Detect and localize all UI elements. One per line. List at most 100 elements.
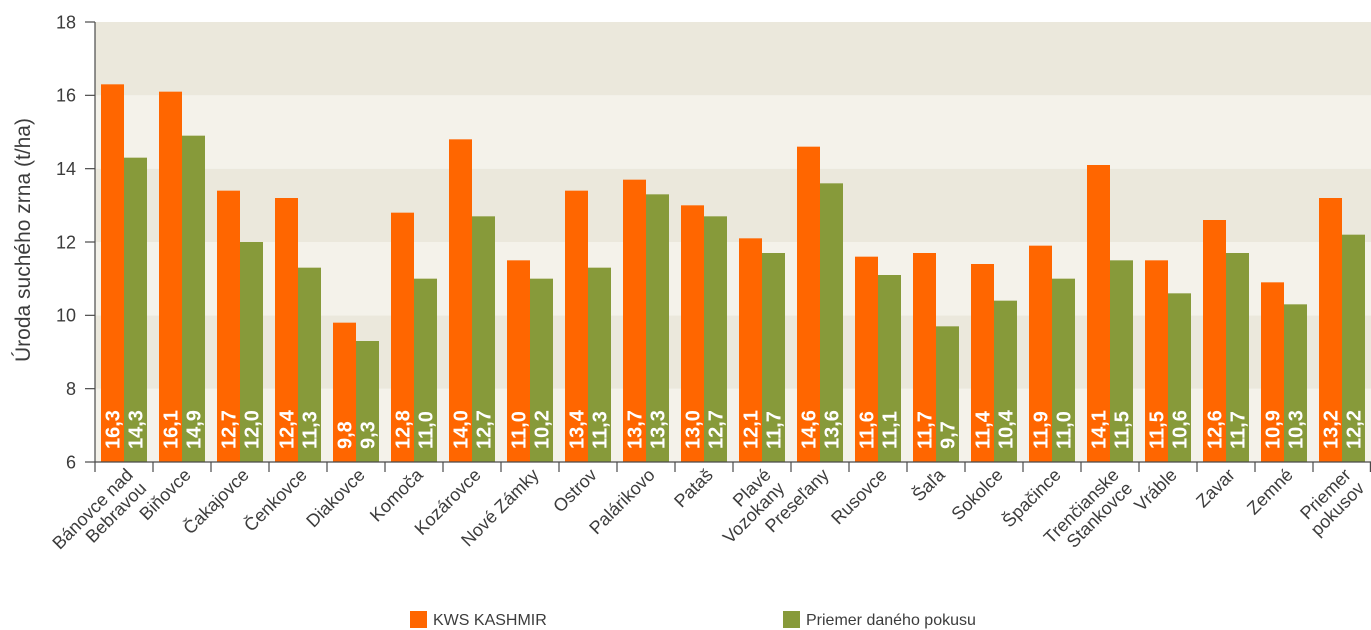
data-label: 11,7 [915, 411, 937, 449]
x-tick-label-line: Ostrov [549, 465, 601, 517]
kws-kashmir-bar [1087, 165, 1110, 462]
data-labels: 16,3 16,1 12,7 12,4 9,8 12,8 14,0 11,0 13,4 13,7 1… [103, 409, 1366, 449]
kws-kashmir-bar [507, 260, 530, 462]
x-tick-label-line: Sokolce [947, 465, 1006, 524]
kws-kashmir-bar [623, 179, 646, 462]
y-tick-label: 10 [56, 306, 76, 326]
data-label: 11,9 [1031, 411, 1053, 449]
priemer-daneho-pokusu-bar [124, 157, 147, 462]
x-tick-label: Ostrov [549, 465, 601, 517]
kws-kashmir-bar [855, 256, 878, 462]
kws-kashmir-bar [797, 146, 820, 462]
data-label: 10,9 [1263, 410, 1285, 449]
legend-swatch [410, 611, 427, 628]
y-tick-label: 16 [56, 86, 76, 106]
kws-kashmir-bar [1319, 198, 1342, 462]
y-tick-label: 6 [66, 452, 76, 472]
x-tick-label-group: Zemné [1243, 465, 1297, 519]
priemer-daneho-pokusu-bar [936, 326, 959, 462]
x-tick-label-group: Diakovce [302, 465, 368, 531]
kws-kashmir-bar [1203, 220, 1226, 462]
data-label: 13,7 [625, 410, 647, 449]
x-tick-label: Čenkovce [239, 464, 310, 535]
y-axis-title: Úroda suchého zrna (t/ha) [12, 118, 35, 362]
data-label: 13,2 [1321, 410, 1343, 449]
x-tick-label: Diakovce [302, 465, 368, 531]
x-tick-label-group: Bánovce nadBebravou [48, 465, 150, 553]
x-tick-label-group: Ostrov [549, 465, 601, 517]
x-tick-label-line: Pataš [670, 465, 717, 512]
data-label: 11,4 [973, 410, 995, 449]
kws-kashmir-bar [101, 84, 124, 462]
data-label: 10,3 [1286, 410, 1308, 449]
data-label: 11,6 [857, 411, 879, 449]
kws-kashmir-bar [739, 238, 762, 462]
data-label: 9,7 [938, 421, 960, 449]
y-tick-label: 18 [56, 12, 76, 32]
priemer-daneho-pokusu-bar [704, 216, 727, 462]
data-label: 10,2 [532, 410, 554, 449]
data-label: 14,1 [1089, 410, 1111, 449]
data-label: 12,7 [219, 410, 241, 449]
kws-kashmir-bar [333, 322, 356, 462]
data-label: 16,3 [103, 410, 125, 449]
data-label: 12,7 [474, 410, 496, 449]
data-label: 13,6 [822, 410, 844, 449]
priemer-daneho-pokusu-bar [298, 267, 321, 462]
data-label: 11,3 [300, 411, 322, 449]
legend: KWS KASHMIR Priemer daného pokusu [410, 611, 976, 629]
x-tick-label: Pataš [670, 465, 717, 512]
kws-kashmir-bar [275, 198, 298, 462]
priemer-daneho-pokusu-bar [414, 278, 437, 462]
x-tick-label: Sokolce [947, 465, 1006, 524]
x-tick-label: Rusovce [827, 465, 891, 529]
priemer-daneho-pokusu-bar [1110, 260, 1133, 462]
data-label: 13,0 [683, 410, 705, 449]
x-tick-label-group: Zavar [1192, 465, 1239, 512]
x-tick-label: Šaľa [908, 463, 950, 505]
x-tick-label-line: Čenkovce [239, 464, 310, 535]
x-tick-label-group: Šaľa [908, 463, 950, 505]
data-label: 13,4 [567, 409, 589, 449]
priemer-daneho-pokusu-bar [1226, 253, 1249, 462]
data-label: 14,9 [184, 410, 206, 449]
kws-kashmir-bar [681, 205, 704, 463]
data-label: 13,3 [648, 410, 670, 449]
plot-band [95, 95, 1371, 169]
priemer-daneho-pokusu-bar [994, 300, 1017, 462]
x-tick-label-group: Čenkovce [239, 464, 310, 535]
data-label: 14,3 [126, 410, 148, 449]
kws-kashmir-bar [1261, 282, 1284, 462]
data-label: 9,3 [358, 421, 380, 449]
data-label: 9,8 [335, 421, 357, 449]
priemer-daneho-pokusu-bar [472, 216, 495, 462]
data-label: 14,0 [451, 410, 473, 449]
kws-kashmir-bar [971, 264, 994, 462]
priemer-daneho-pokusu-bar [588, 267, 611, 462]
data-label: 11,0 [416, 411, 438, 449]
data-label: 16,1 [161, 410, 183, 449]
legend-item-priemer-daneho-pokusu: Priemer daného pokusu [783, 611, 976, 629]
data-label: 11,1 [880, 411, 902, 449]
kws-kashmir-bar [1029, 245, 1052, 462]
priemer-daneho-pokusu-bar [530, 278, 553, 462]
data-label: 11,7 [764, 411, 786, 449]
data-label: 10,4 [996, 409, 1018, 449]
y-tick-label: 8 [66, 379, 76, 399]
data-label: 12,2 [1344, 410, 1366, 449]
legend-label: Priemer daného pokusu [806, 612, 976, 629]
y-tick-label: 14 [56, 159, 76, 179]
data-label: 11,5 [1147, 411, 1169, 449]
data-label: 12,0 [242, 410, 264, 449]
kws-kashmir-bar [159, 91, 182, 463]
x-tick-label-group: Rusovce [827, 465, 891, 529]
plot-band [95, 22, 1371, 96]
kws-kashmir-bar [391, 212, 414, 462]
data-label: 12,8 [393, 410, 415, 449]
y-tick-label: 12 [56, 232, 76, 252]
priemer-daneho-pokusu-bar [1284, 304, 1307, 462]
x-tick-label-line: Vráble [1130, 465, 1180, 515]
priemer-daneho-pokusu-bar [878, 275, 901, 462]
data-label: 10,6 [1170, 410, 1192, 449]
x-tick-label-line: Rusovce [827, 465, 891, 529]
